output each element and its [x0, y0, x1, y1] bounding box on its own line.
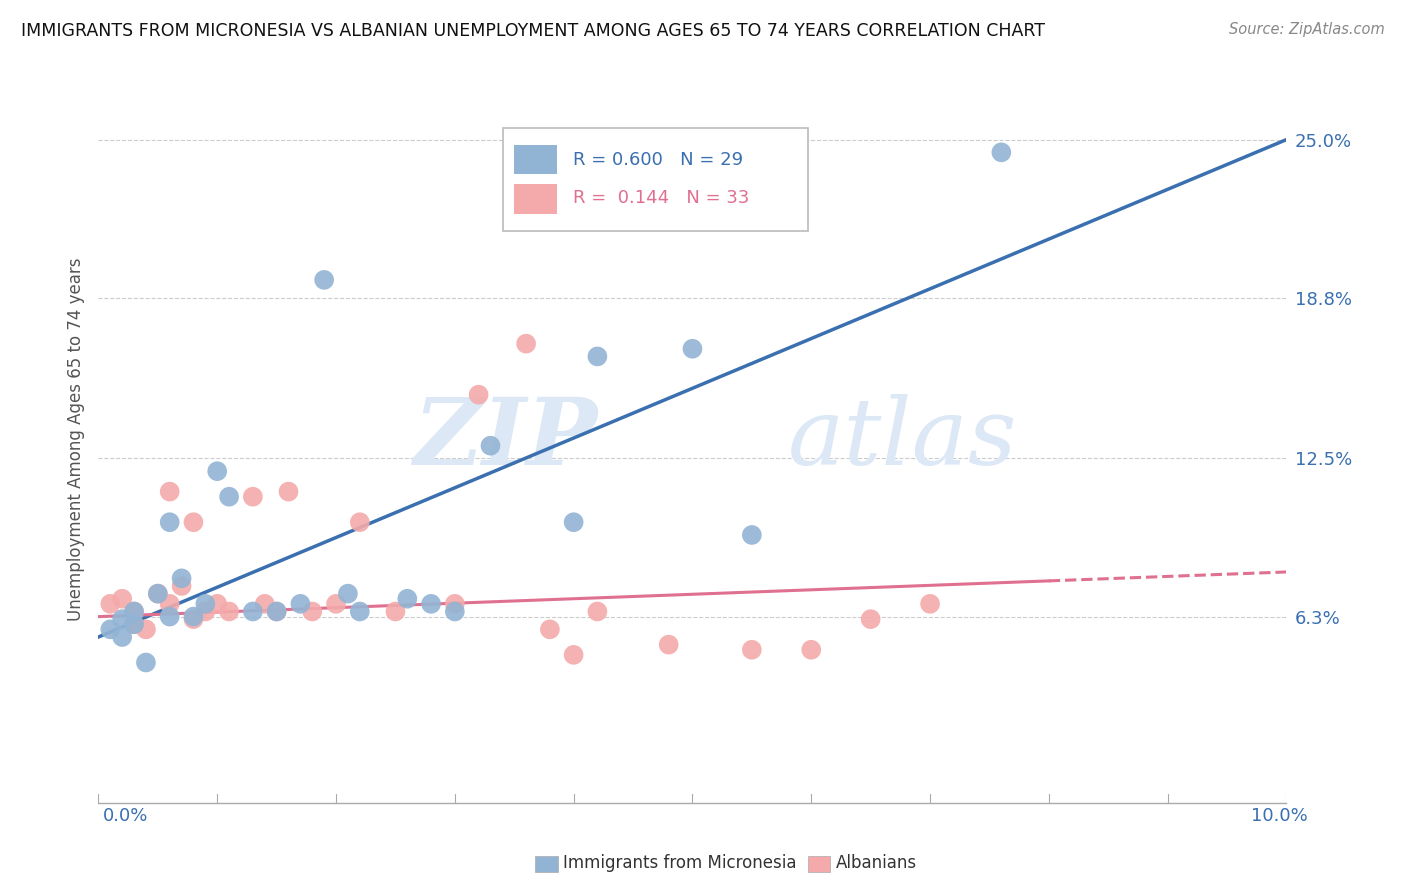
Point	[242, 490, 264, 504]
Point	[98, 623, 121, 637]
Text: R =  0.144   N = 33: R = 0.144 N = 33	[574, 189, 749, 207]
Text: 0.0%: 0.0%	[103, 807, 148, 825]
Point	[122, 617, 145, 632]
Point	[135, 656, 157, 670]
Point	[266, 605, 288, 619]
Point	[290, 597, 312, 611]
Point	[111, 630, 134, 644]
Point	[98, 597, 121, 611]
Point	[205, 464, 228, 478]
Point	[277, 484, 299, 499]
Point	[111, 612, 134, 626]
Point	[562, 515, 585, 529]
Point	[146, 587, 169, 601]
Y-axis label: Unemployment Among Ages 65 to 74 years: Unemployment Among Ages 65 to 74 years	[66, 258, 84, 621]
Point	[658, 638, 681, 652]
Point	[384, 605, 406, 619]
Point	[183, 609, 205, 624]
Point	[170, 571, 193, 585]
Point	[194, 597, 217, 611]
Point	[859, 612, 882, 626]
Point	[586, 350, 609, 364]
Point	[538, 623, 561, 637]
Point	[122, 605, 145, 619]
Point	[562, 648, 585, 662]
Text: atlas: atlas	[787, 394, 1017, 484]
Text: 10.0%: 10.0%	[1251, 807, 1308, 825]
Point	[314, 273, 336, 287]
Point	[479, 439, 502, 453]
Point	[741, 642, 763, 657]
Point	[170, 579, 193, 593]
Point	[301, 605, 323, 619]
Point	[990, 145, 1012, 160]
Point	[396, 591, 419, 606]
Point	[111, 591, 134, 606]
Point	[205, 597, 228, 611]
Point	[443, 597, 465, 611]
Point	[420, 597, 443, 611]
Point	[146, 587, 169, 601]
Point	[135, 623, 157, 637]
Point	[218, 605, 240, 619]
Point	[183, 612, 205, 626]
Point	[325, 597, 347, 611]
Point	[266, 605, 288, 619]
Text: R = 0.600   N = 29: R = 0.600 N = 29	[574, 151, 744, 169]
Point	[800, 642, 823, 657]
Text: Source: ZipAtlas.com: Source: ZipAtlas.com	[1229, 22, 1385, 37]
Point	[920, 597, 942, 611]
Point	[242, 605, 264, 619]
Point	[159, 484, 181, 499]
Point	[194, 605, 217, 619]
Point	[159, 609, 181, 624]
Text: Immigrants from Micronesia: Immigrants from Micronesia	[564, 855, 797, 872]
Text: ZIP: ZIP	[413, 394, 598, 484]
Point	[681, 342, 703, 356]
Point	[218, 490, 240, 504]
Point	[515, 336, 537, 351]
Point	[253, 597, 276, 611]
Text: Albanians: Albanians	[835, 855, 917, 872]
Text: IMMIGRANTS FROM MICRONESIA VS ALBANIAN UNEMPLOYMENT AMONG AGES 65 TO 74 YEARS CO: IMMIGRANTS FROM MICRONESIA VS ALBANIAN U…	[21, 22, 1045, 40]
Point	[122, 605, 145, 619]
Point	[336, 587, 359, 601]
Point	[159, 597, 181, 611]
Point	[443, 605, 465, 619]
Point	[467, 387, 489, 401]
Point	[159, 515, 181, 529]
Point	[349, 515, 371, 529]
Point	[349, 605, 371, 619]
Point	[183, 515, 205, 529]
Point	[586, 605, 609, 619]
Point	[741, 528, 763, 542]
Point	[122, 617, 145, 632]
